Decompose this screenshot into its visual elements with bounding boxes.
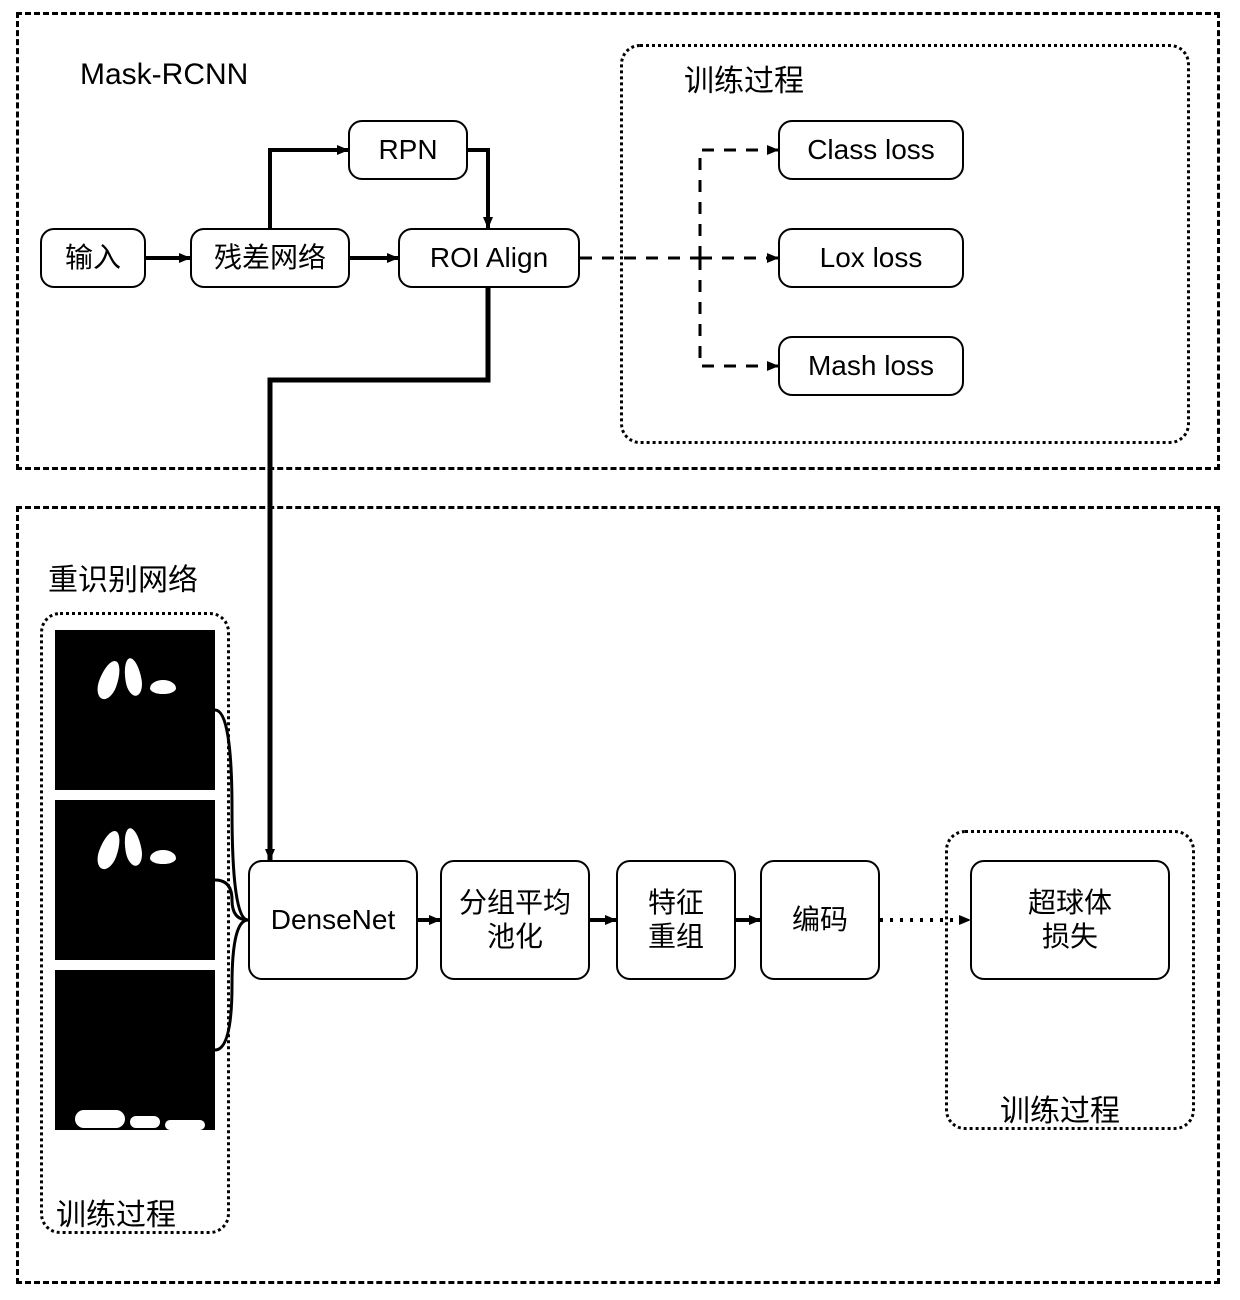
node-group-avg-pool-label: 分组平均 池化 xyxy=(459,886,571,953)
node-densenet: DenseNet xyxy=(248,860,418,980)
node-hypersphere-loss: 超球体 损失 xyxy=(970,860,1170,980)
node-hypersphere-loss-label: 超球体 损失 xyxy=(1028,886,1112,953)
training-label-bottom-left: 训练过程 xyxy=(56,1190,176,1234)
mask-image-1 xyxy=(55,630,215,790)
node-mash-loss: Mash loss xyxy=(778,336,964,396)
node-feature-regroup-label: 特征 重组 xyxy=(648,886,704,953)
training-label-bottom-right: 训练过程 xyxy=(1000,1086,1120,1130)
bottom-section-title: 重识别网络 xyxy=(48,555,198,599)
mask-image-2 xyxy=(55,800,215,960)
node-encode: 编码 xyxy=(760,860,880,980)
mask-image-3 xyxy=(55,970,215,1130)
node-lox-loss: Lox loss xyxy=(778,228,964,288)
node-group-avg-pool: 分组平均 池化 xyxy=(440,860,590,980)
diagram-stage: Mask-RCNN 训练过程 重识别网络 训练过程 训练过程 输入 残差网络 R… xyxy=(0,0,1240,1300)
top-section-title: Mask-RCNN xyxy=(80,58,248,92)
node-class-loss: Class loss xyxy=(778,120,964,180)
node-resnet: 残差网络 xyxy=(190,228,350,288)
node-feature-regroup: 特征 重组 xyxy=(616,860,736,980)
node-input: 输入 xyxy=(40,228,146,288)
node-roi-align: ROI Align xyxy=(398,228,580,288)
node-rpn: RPN xyxy=(348,120,468,180)
training-label-top: 训练过程 xyxy=(684,56,804,100)
